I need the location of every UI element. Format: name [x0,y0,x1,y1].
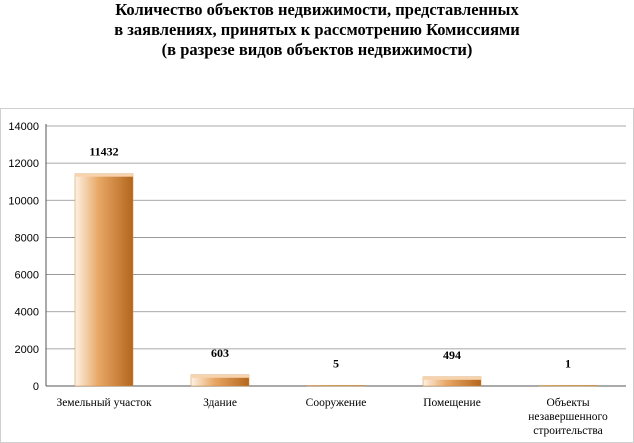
bar-top-cap [75,174,133,177]
y-tick-label: 10000 [8,195,39,207]
x-tick-label: Помещение [423,397,481,409]
chart-title-line-3: (в разрезе видов объектов недвижимости) [0,40,634,60]
bar [307,385,365,386]
data-label: 603 [211,346,229,360]
bars [75,174,597,386]
y-tick-label: 8000 [15,232,39,244]
y-tick-label: 12000 [8,158,39,170]
chart-title: Количество объектов недвижимости, предст… [0,0,634,60]
bar [539,385,597,386]
data-label: 494 [443,348,461,362]
data-label: 11432 [89,145,118,159]
y-tick-label: 14000 [8,121,39,133]
chart-title-line-2: в заявлениях, принятых к рассмотрению Ко… [0,20,634,40]
bar-top-cap [423,377,481,380]
x-tick-label: Объекты незавершенного строительства [528,397,608,437]
data-label: 5 [333,356,339,370]
x-tick-label: Сооружение [306,397,367,409]
y-tick-label: 0 [33,381,39,393]
y-axis-ticks: 0 2000 4000 6000 8000 10000 12000 14000 [8,121,39,393]
x-tick-label: Здание [203,397,237,409]
chart-title-line-1: Количество объектов недвижимости, предст… [0,0,634,20]
bar-top-cap [191,375,249,378]
x-axis-categories: Земельный участок Здание Сооружение Помещен… [56,397,608,437]
data-labels: 11432 603 5 494 1 [89,145,571,371]
y-tick-label: 6000 [15,270,39,282]
y-tick-label: 4000 [15,307,39,319]
y-tick-label: 2000 [15,344,39,356]
data-label: 1 [565,356,571,370]
bar [75,174,133,386]
x-tick-label: Земельный участок [56,397,152,409]
